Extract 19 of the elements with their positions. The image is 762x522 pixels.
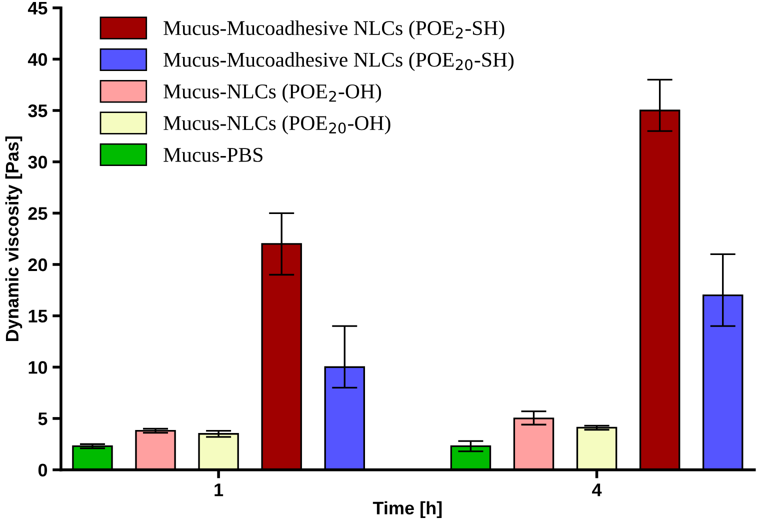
- legend-label: Mucus-PBS: [164, 148, 262, 162]
- y-axis-title: Dynamic viscosity [Pas]: [5, 136, 22, 341]
- y-tick-label: 45: [28, 2, 48, 15]
- y-tick-label: 30: [28, 156, 48, 169]
- y-tick-label: 40: [28, 53, 48, 66]
- legend-label: Mucus-NLCs (POE$_{20}$-OH): [164, 115, 390, 134]
- x-tick-label: 4: [592, 484, 602, 496]
- legend-label: Mucus-Mucoadhesive NLCs (POE$_{2}$-SH): [164, 20, 504, 40]
- y-tick-label: 35: [28, 104, 48, 118]
- y-tick-label: 15: [28, 310, 48, 323]
- y-tick-label: 0: [38, 464, 48, 477]
- legend-label: Mucus-Mucoadhesive NLCs (POE$_{20}$-SH): [164, 52, 514, 72]
- y-tick-label: 25: [28, 207, 48, 220]
- x-axis-title: Time [h]: [372, 501, 442, 518]
- legend-label: Mucus-NLCs (POE$_{2}$-OH): [164, 84, 382, 103]
- x-tick-label: 1: [214, 484, 224, 496]
- y-tick-label: 5: [38, 412, 48, 426]
- y-tick-label: 20: [28, 258, 48, 272]
- y-tick-label: 10: [28, 361, 48, 374]
